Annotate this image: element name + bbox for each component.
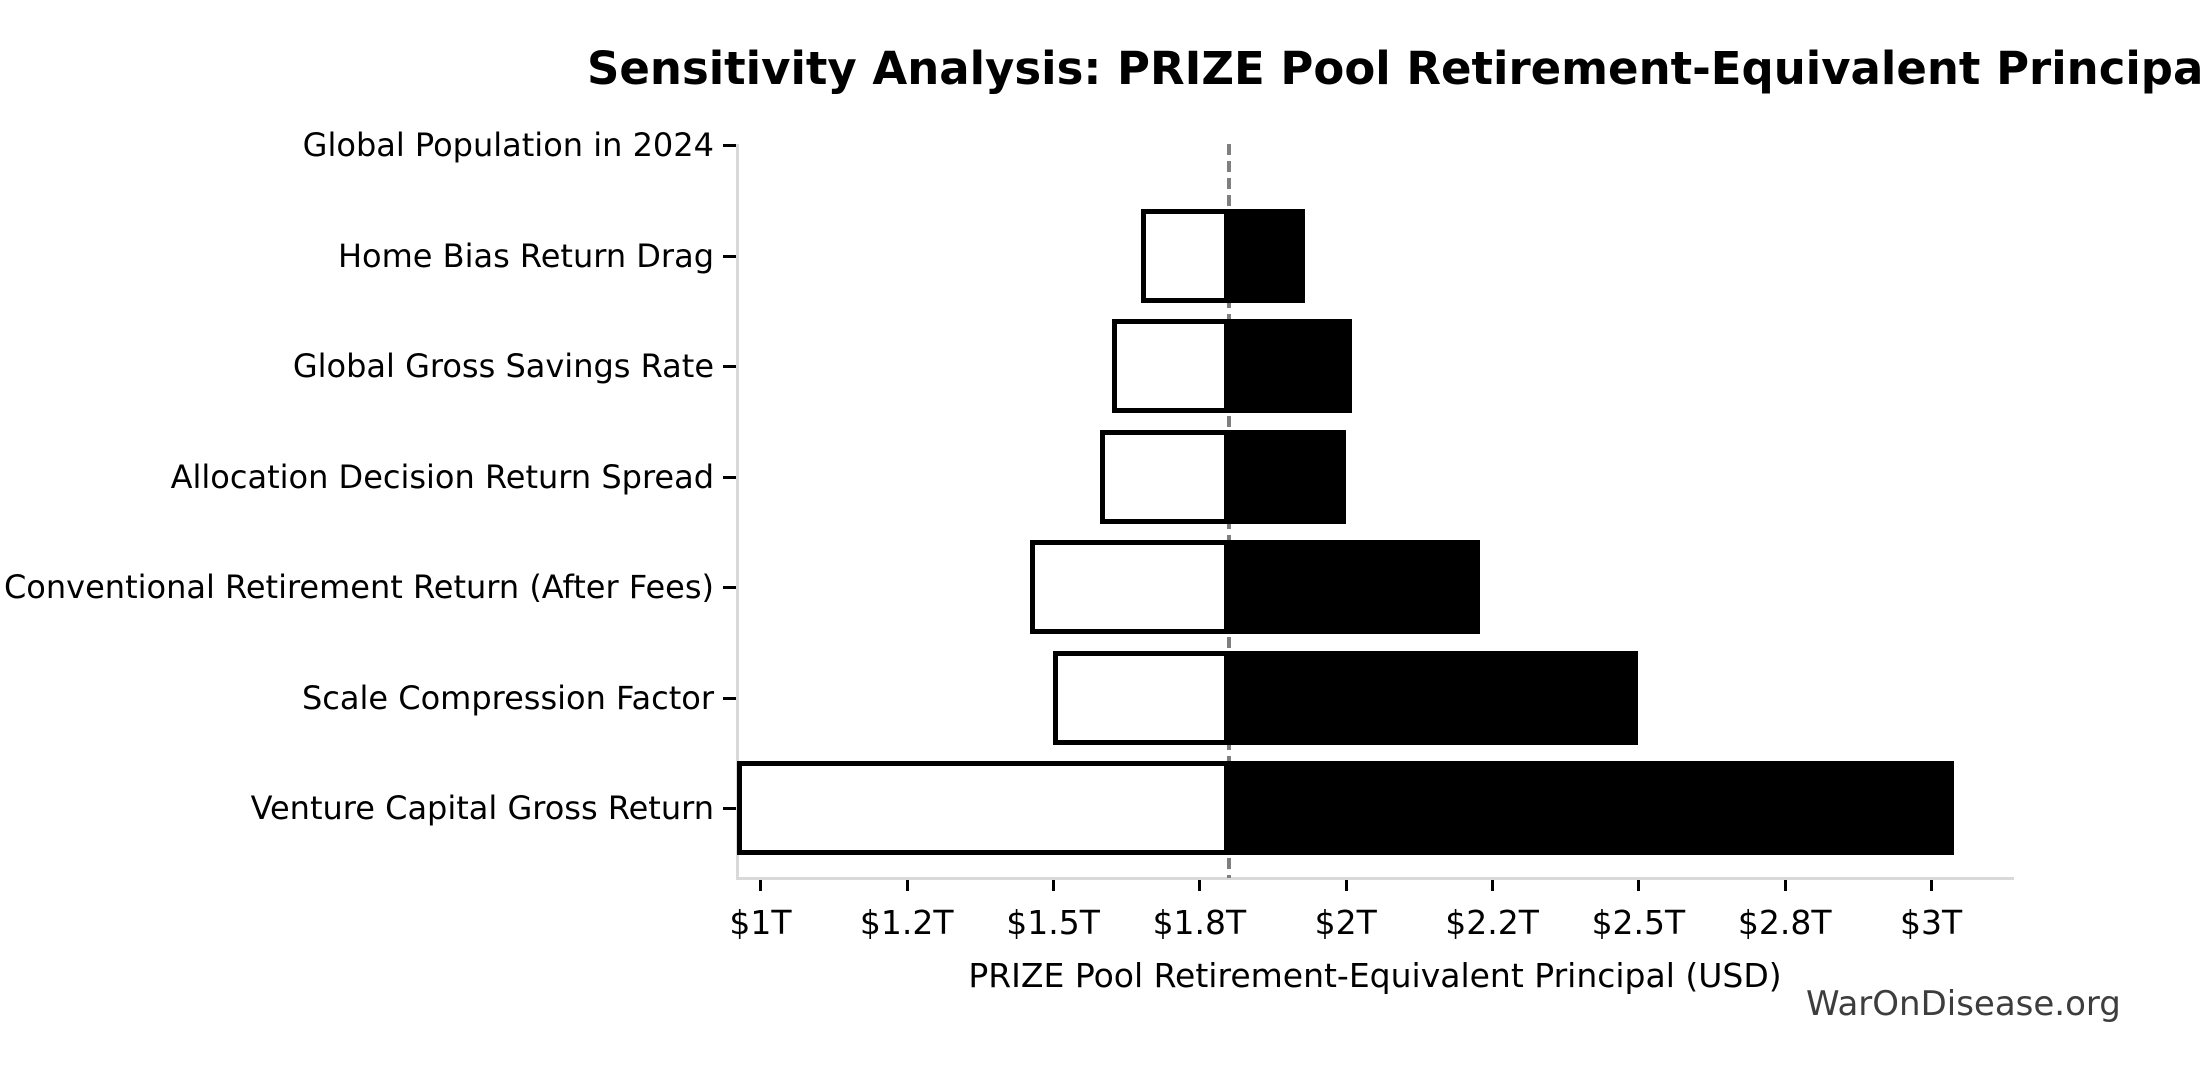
chart-title: Sensitivity Analysis: PRIZE Pool Retirem… [587,42,2206,95]
y-tick [723,696,737,700]
x-tick [1491,878,1495,891]
y-axis-label: Scale Compression Factor [301,678,714,717]
watermark: WarOnDisease.org [1806,984,2121,1024]
plot-area [736,144,2014,880]
x-tick-label: $1.2T [859,903,954,942]
x-tick [1930,878,1934,891]
x-tick-label: $1.8T [1152,903,1247,942]
bar-high-segment [1228,319,1352,413]
x-tick [759,878,763,891]
y-tick [723,586,737,589]
y-axis-label: Global Gross Savings Rate [292,347,714,385]
bar-high-segment [1228,429,1346,524]
y-tick [723,144,737,147]
bar-low-segment [1029,540,1229,634]
bar-low-segment [1111,319,1229,413]
x-tick [905,878,909,891]
y-tick [723,475,737,479]
y-tick [723,365,737,368]
bar-low-segment [1099,429,1229,524]
x-axis-spine [736,877,2014,880]
x-tick-label: $2.8T [1737,903,1832,942]
x-axis-title: PRIZE Pool Retirement-Equivalent Princip… [968,956,1782,995]
x-tick-label: $1T [729,903,792,942]
x-tick-label: $3T [1899,903,1963,942]
x-tick-label: $2.5T [1591,903,1686,942]
y-axis-label: Global Population in 2024 [302,126,714,164]
bar-high-segment [1228,540,1481,634]
x-tick [1052,878,1056,891]
y-axis-label: Conventional Retirement Return (After Fe… [3,568,714,606]
x-tick [1783,878,1787,891]
x-tick-label: $2T [1314,903,1377,942]
x-tick [1637,878,1641,891]
bar-high-segment [1228,761,1955,855]
bar-high-segment [1228,650,1639,745]
x-tick-label: $2.2T [1445,903,1539,942]
bar-high-segment [1228,208,1305,303]
x-tick-label: $1.5T [1006,903,1100,942]
y-tick [723,254,737,258]
y-axis-spine [736,144,739,880]
x-tick [1198,878,1202,891]
y-axis-label: Venture Capital Gross Return [250,789,714,827]
bar-low-segment [1053,650,1229,745]
x-tick [1344,878,1348,891]
bar-low-segment [737,761,1229,855]
y-tick [723,807,737,810]
y-axis-label: Allocation Decision Return Spread [170,457,714,496]
y-axis-label: Home Bias Return Drag [337,236,714,275]
bar-low-segment [1140,208,1229,303]
